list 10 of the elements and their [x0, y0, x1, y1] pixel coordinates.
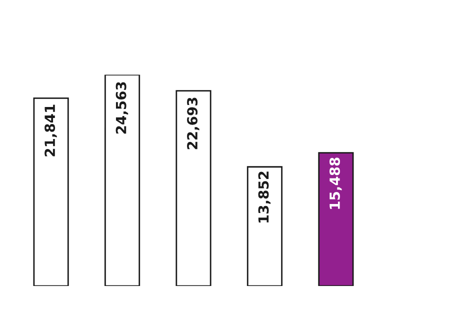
data-label: 22,693	[187, 98, 200, 150]
data-label: 24,563	[116, 82, 128, 134]
data-label: 21,841	[44, 104, 57, 156]
bar	[33, 97, 69, 286]
data-label: 15,488	[329, 158, 342, 209]
data-label: 13,852	[258, 172, 271, 222]
bar	[176, 90, 212, 286]
bar	[318, 152, 354, 286]
bar	[246, 166, 283, 286]
bar	[104, 74, 140, 286]
